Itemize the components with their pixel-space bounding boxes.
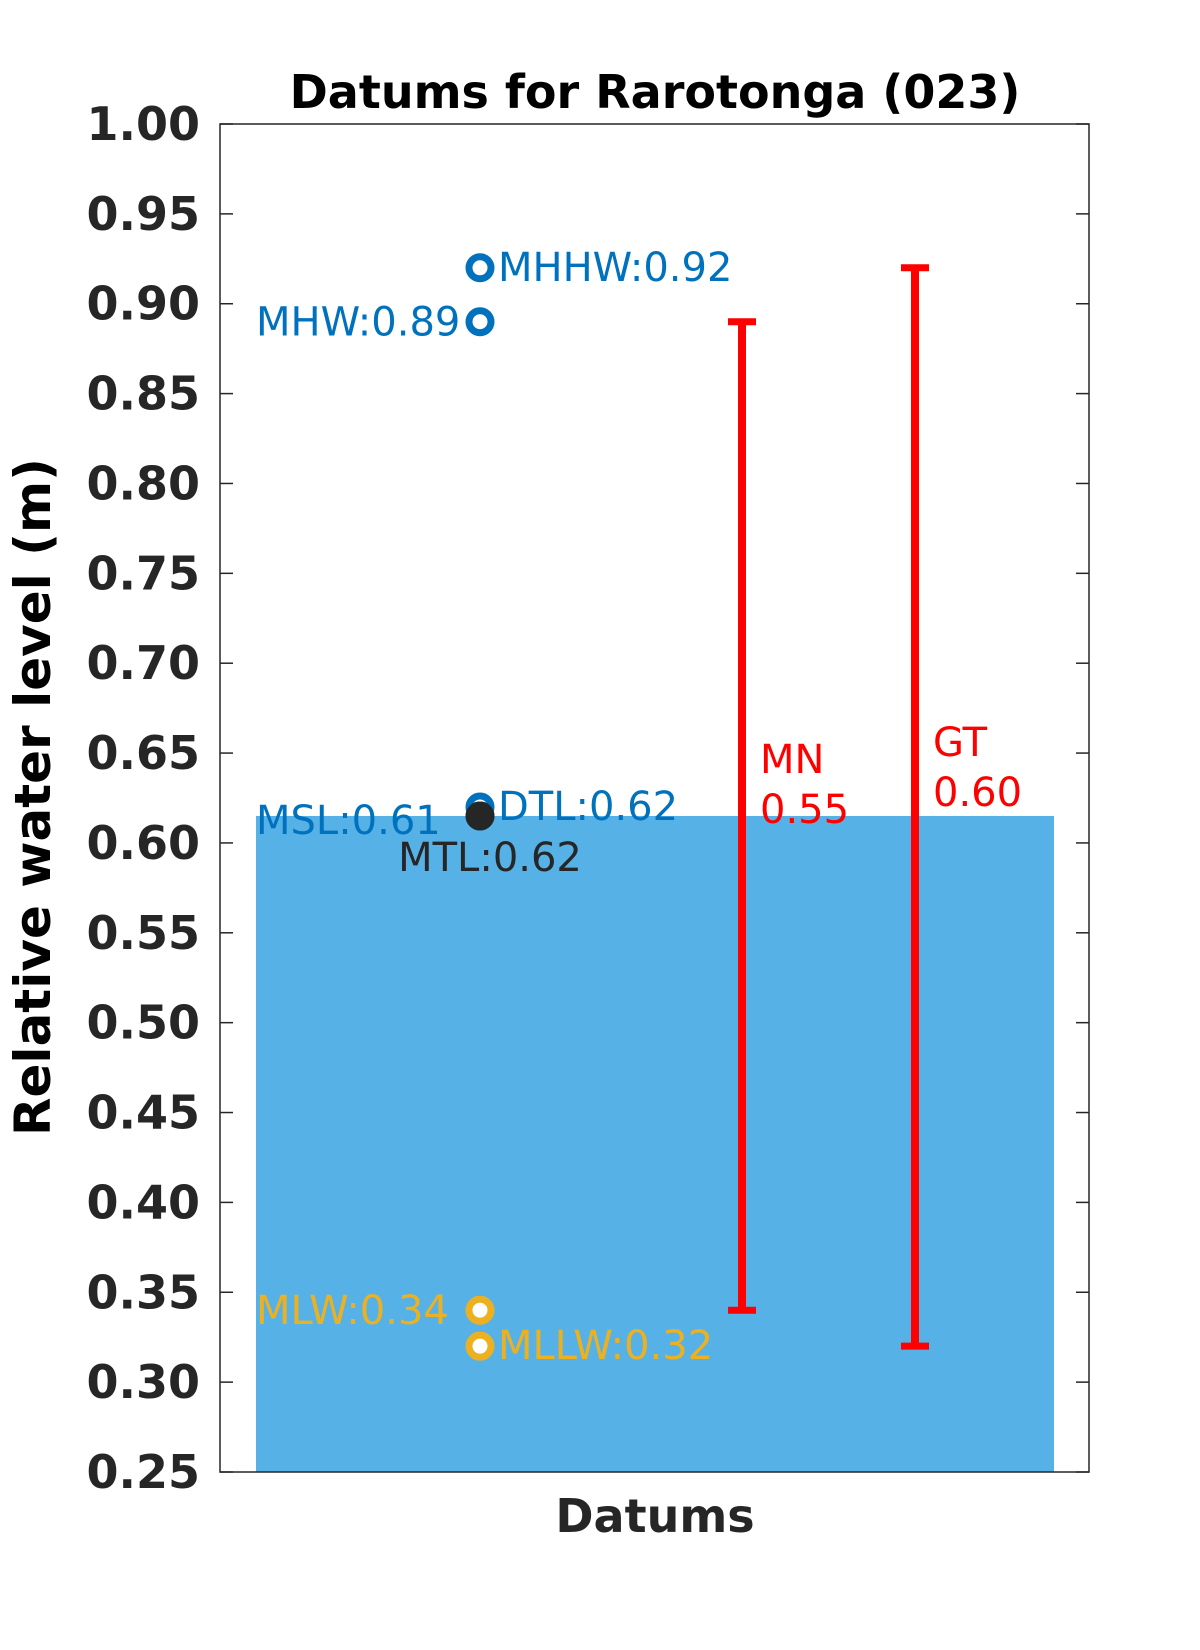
- datum-label-mllw: MLLW:0.32: [498, 1323, 713, 1369]
- y-tick-label: 0.35: [87, 1265, 201, 1319]
- datum-label-msl: MSL:0.61: [256, 798, 441, 844]
- datum-label-mlw: MLW:0.34: [256, 1288, 449, 1334]
- datum-marker-mhw: [465, 307, 495, 337]
- y-axis-label: Relative water level (m): [4, 458, 62, 1136]
- range-label-mn: MN: [760, 737, 824, 783]
- datum-label-mtl: MTL:0.62: [398, 835, 582, 881]
- datum-marker-mhhw: [465, 253, 495, 283]
- y-tick-label: 0.30: [87, 1355, 201, 1409]
- datum-layer: MHHW:0.92 MHW:0.89 DTL:0.62 MSL:0.61MTL:0.6…: [256, 245, 732, 1369]
- chart-title: Datums for Rarotonga (023): [290, 65, 1021, 119]
- y-tick-label: 0.25: [87, 1445, 201, 1499]
- y-tick-label: 0.40: [87, 1175, 201, 1229]
- y-tick-label: 0.90: [87, 277, 201, 331]
- range-label-gt: GT: [933, 720, 988, 766]
- datum-label-mhhw: MHHW:0.92: [498, 245, 732, 291]
- bar-layer: [256, 815, 1054, 1472]
- y-tick-label: 0.60: [87, 816, 201, 870]
- x-axis-label: Datums: [555, 1489, 754, 1543]
- axes-layer: 0.25 0.30 0.35 0.40 0.45 0.50 0.55 0.60 0.65 0.70…: [87, 97, 1090, 1499]
- y-tick-label: 0.65: [87, 726, 201, 780]
- y-tick-label: 0.50: [87, 996, 201, 1050]
- y-tick-label: 0.80: [87, 456, 201, 510]
- axes-frame: [219, 123, 1090, 1473]
- y-tick-label: 0.55: [87, 906, 201, 960]
- datum-marker-mlw: [465, 1295, 495, 1325]
- y-tick-label: 0.95: [87, 187, 201, 241]
- msl-bar: [256, 815, 1054, 1472]
- range-value-mn: 0.55: [760, 787, 849, 833]
- y-tick-label: 0.85: [87, 367, 201, 421]
- datum-marker-mllw: [465, 1331, 495, 1361]
- datum-marker-mtl: [465, 801, 495, 831]
- datum-label-dtl: DTL:0.62: [498, 784, 678, 830]
- datum-label-mhw: MHW:0.89: [256, 300, 460, 346]
- y-tick-label: 0.45: [87, 1086, 201, 1140]
- range-layer: MN0.55 GT0.60: [728, 264, 1022, 1350]
- y-tick-label: 0.75: [87, 546, 201, 600]
- range-value-gt: 0.60: [933, 770, 1022, 816]
- y-tick-label: 0.70: [87, 636, 201, 690]
- y-tick-label: 1.00: [87, 97, 201, 151]
